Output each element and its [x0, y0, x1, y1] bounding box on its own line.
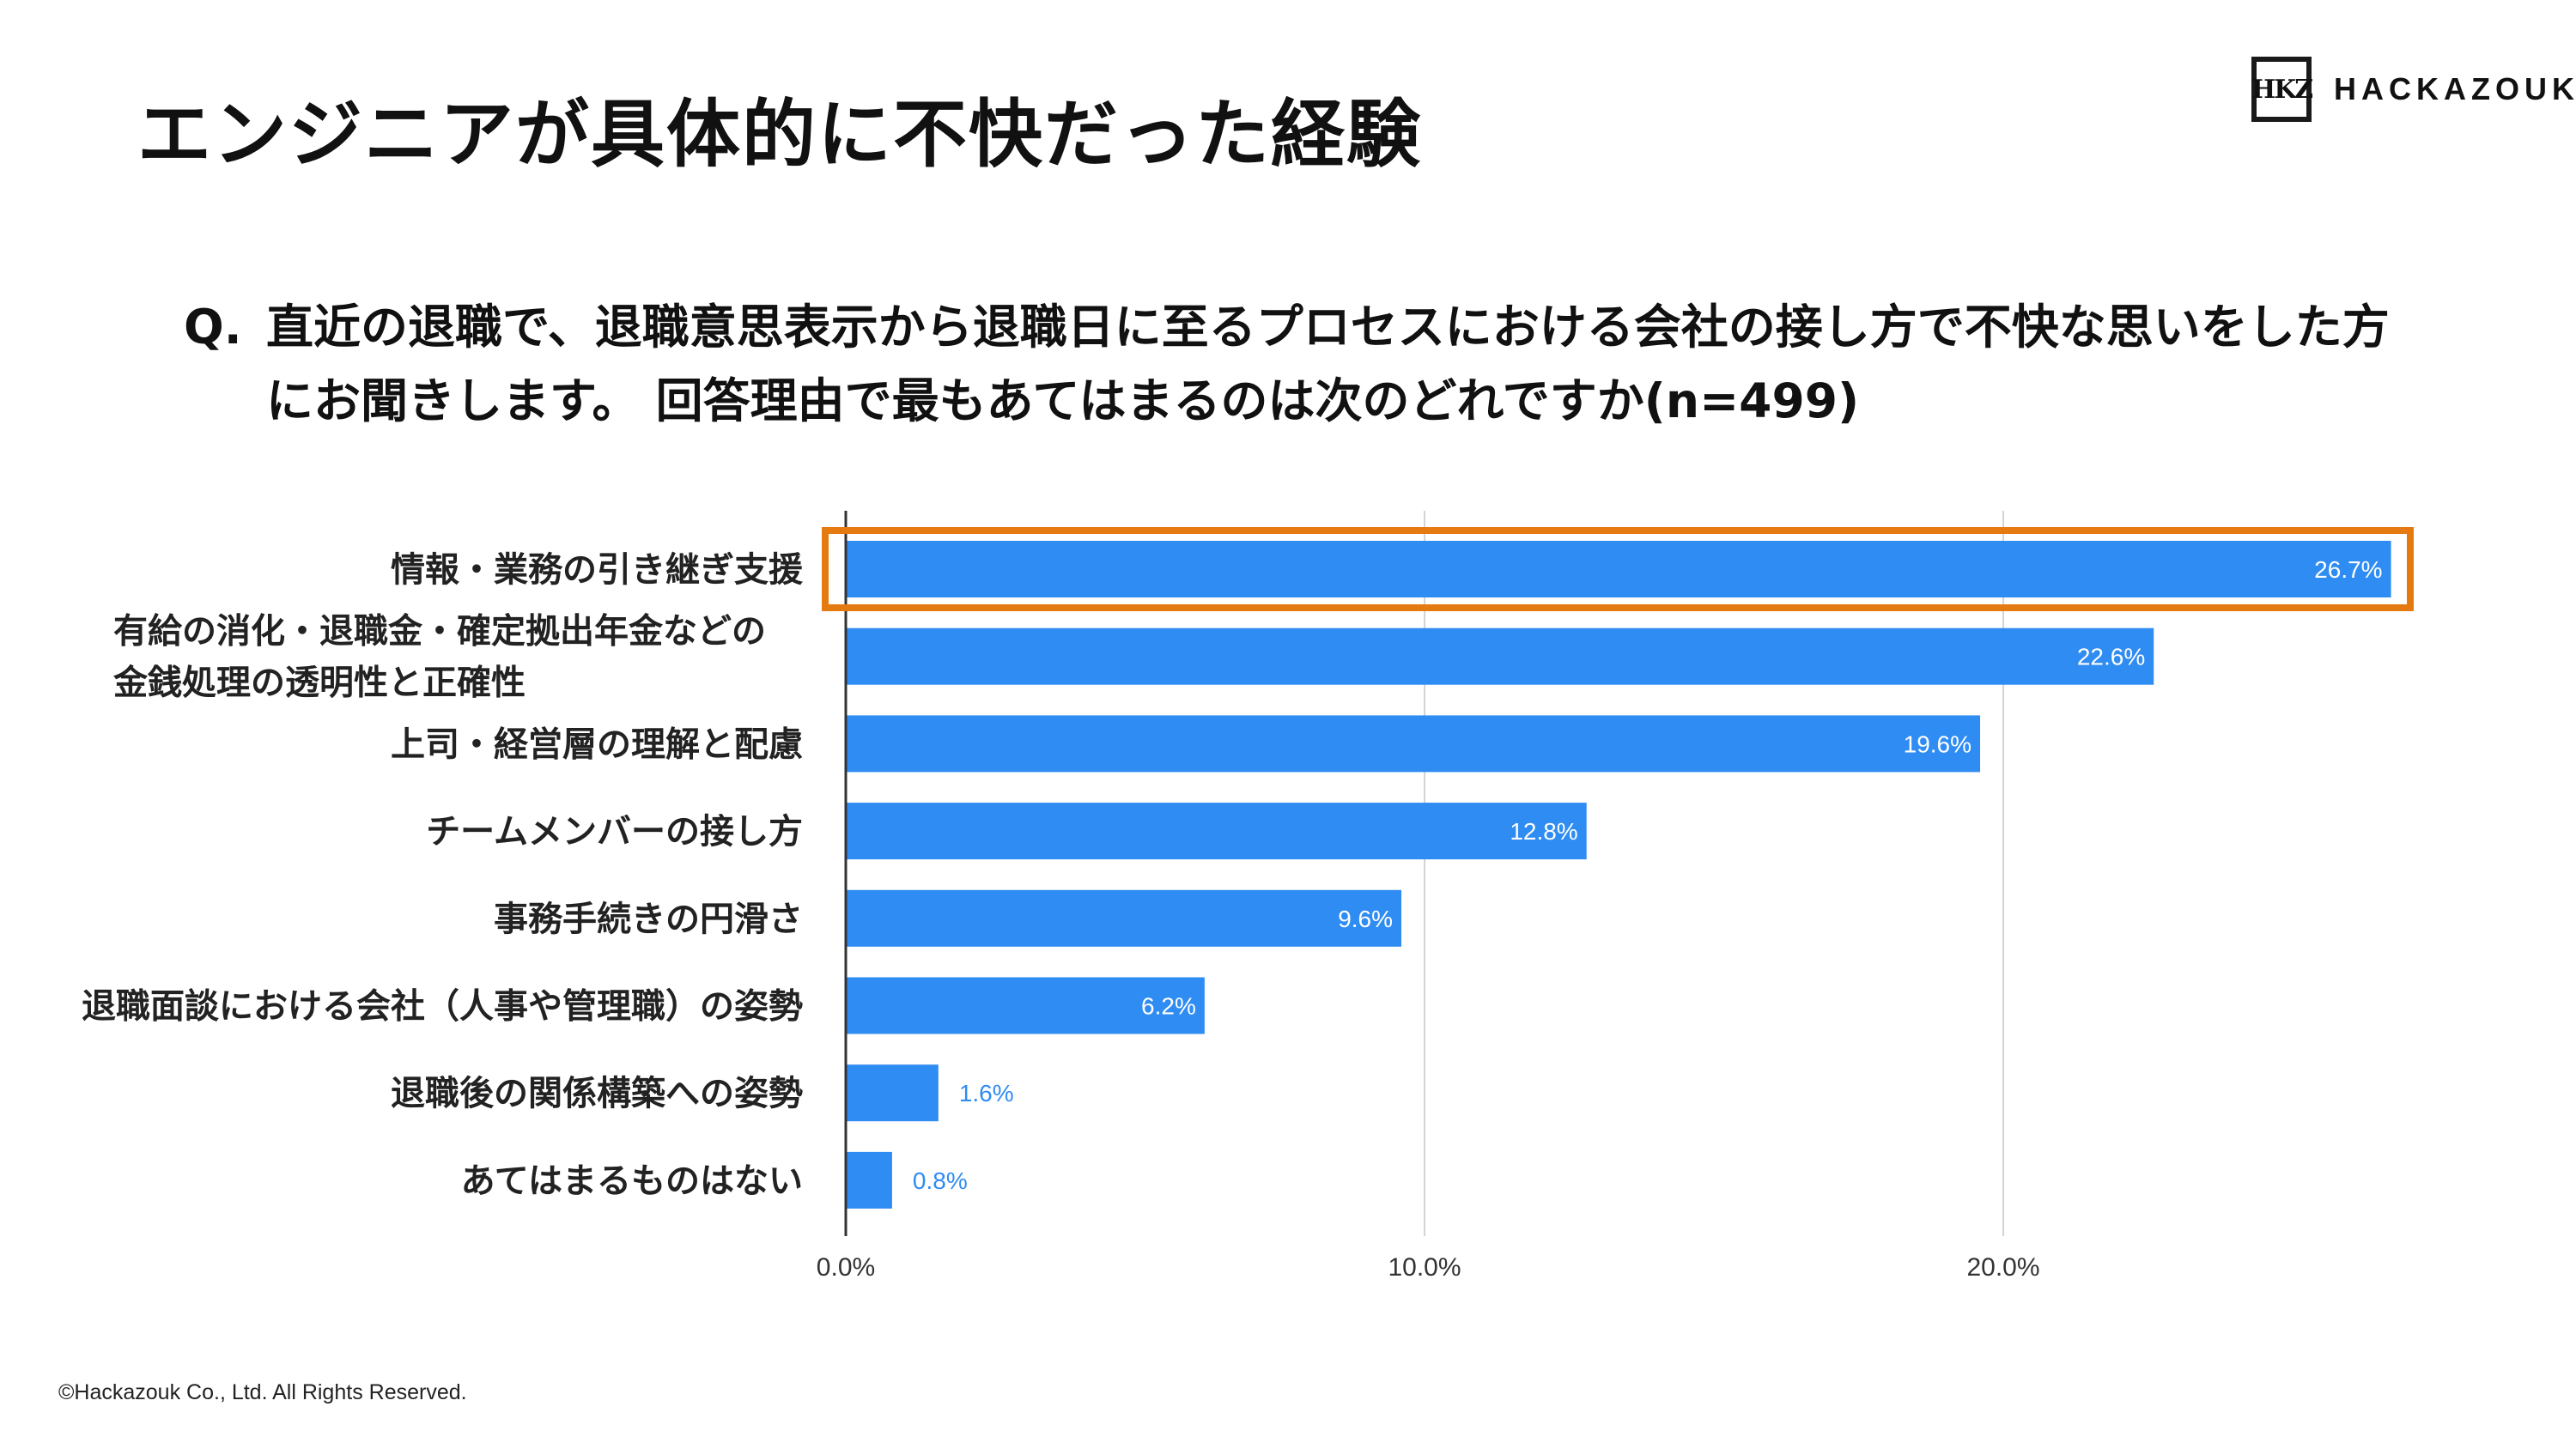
category-label: 情報・業務の引き継ぎ支援 — [391, 550, 804, 590]
bar — [846, 627, 2154, 685]
category-label: 有給の消化・退職金・確定拠出年金などの — [113, 612, 766, 652]
category-label: 退職面談における会社（人事や管理職）の姿勢 — [82, 987, 803, 1027]
survey-question: Q. 直近の退職で、退職意思表示から退職日に至るプロセスにおける会社の接し方で不… — [184, 290, 2433, 438]
page-title: エンジニアが具体的に不快だった経験 — [137, 92, 1422, 178]
bar — [846, 1151, 892, 1209]
category-label: あてはまるものはない — [461, 1161, 803, 1201]
copyright-footer: ©Hackazouk Co., Ltd. All Rights Reserved… — [58, 1380, 467, 1404]
brand-logo: HKZ HACKAZOUK — [2251, 53, 2576, 125]
highlight-frame — [822, 527, 2414, 611]
question-prefix: Q. — [184, 300, 242, 355]
category-label: 事務手続きの円滑さ — [494, 900, 803, 939]
logo-wordmark: HACKAZOUK — [2334, 71, 2576, 106]
bar — [846, 977, 1205, 1034]
category-label: 金銭処理の透明性と正確性 — [112, 664, 526, 703]
category-label: チームメンバーの接し方 — [426, 812, 803, 852]
bar-value-label: 26.7% — [2314, 556, 2382, 583]
x-tick-label: 0.0% — [817, 1253, 875, 1282]
bar — [846, 1064, 939, 1122]
bar-value-label: 1.6% — [959, 1080, 1014, 1106]
bar — [846, 803, 1587, 860]
question-text: 直近の退職で、退職意思表示から退職日に至るプロセスにおける会社の接し方で不快な思… — [266, 300, 2390, 428]
bar-value-label: 19.6% — [1904, 731, 1971, 757]
bar-value-label: 0.8% — [913, 1167, 968, 1194]
bar — [846, 541, 2391, 597]
logo-mark-icon: HKZ — [2251, 57, 2313, 122]
category-label: 上司・経営層の理解と配慮 — [391, 724, 803, 764]
bar — [846, 889, 1402, 947]
bar-value-label: 6.2% — [1141, 993, 1196, 1020]
x-tick-label: 20.0% — [1966, 1253, 2039, 1282]
category-label: 退職後の関係構築への姿勢 — [391, 1074, 803, 1113]
bar-value-label: 22.6% — [2077, 644, 2145, 670]
x-tick-label: 10.0% — [1388, 1253, 1461, 1282]
bar-value-label: 9.6% — [1338, 906, 1393, 932]
bar — [846, 715, 1981, 773]
bar-value-label: 12.8% — [1510, 818, 1577, 845]
